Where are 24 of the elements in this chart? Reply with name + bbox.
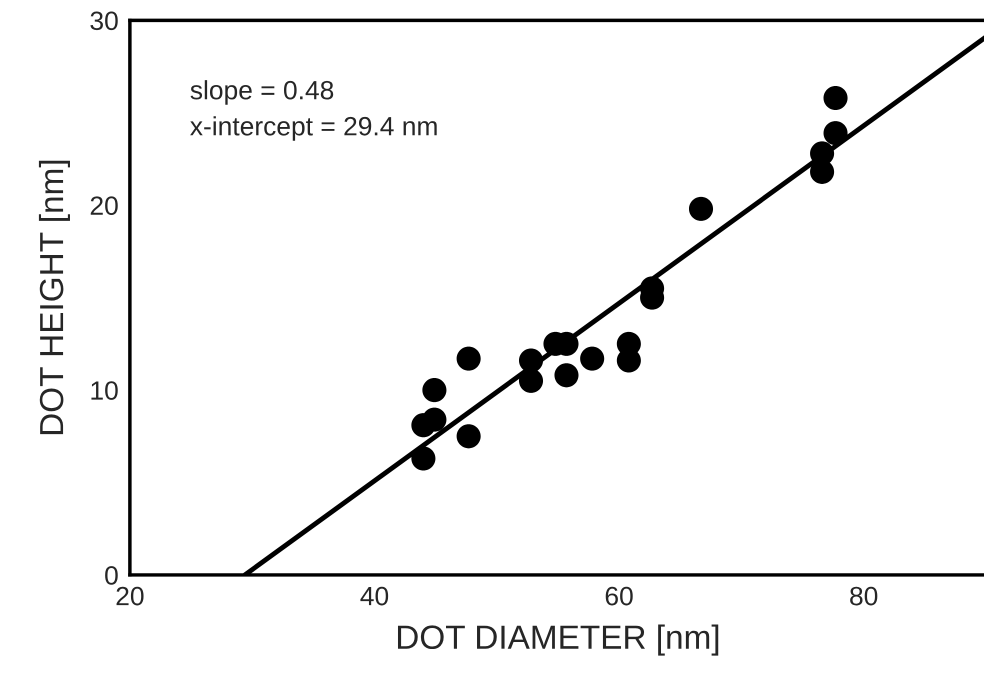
annotation: x-intercept = 29.4 nm [190, 116, 437, 141]
point [518, 348, 544, 373]
y-axis-title: DOT HEIGHT [nm] [38, 160, 70, 434]
y-tick-label: 0 [105, 566, 118, 585]
point [824, 121, 848, 146]
y-tick-label: 20 [90, 196, 118, 216]
x-axis-title: DOT DIAMETER [nm] [398, 624, 718, 656]
point [580, 346, 604, 371]
y-tick-label: 30 [90, 11, 118, 30]
point [422, 378, 446, 402]
x-tick-label: 20 [116, 586, 144, 606]
annotation: slope = 0.48 [190, 80, 334, 105]
point [824, 86, 848, 110]
x-tick-label: 80 [850, 586, 878, 606]
point [422, 408, 446, 432]
point [411, 446, 436, 471]
point [456, 346, 481, 371]
x-tick-label: 40 [360, 586, 388, 606]
point [554, 363, 579, 388]
point [518, 368, 544, 393]
y-tick-label: 10 [91, 381, 118, 400]
point [688, 196, 714, 221]
point [456, 424, 481, 448]
x-tick-label: 60 [606, 586, 633, 606]
